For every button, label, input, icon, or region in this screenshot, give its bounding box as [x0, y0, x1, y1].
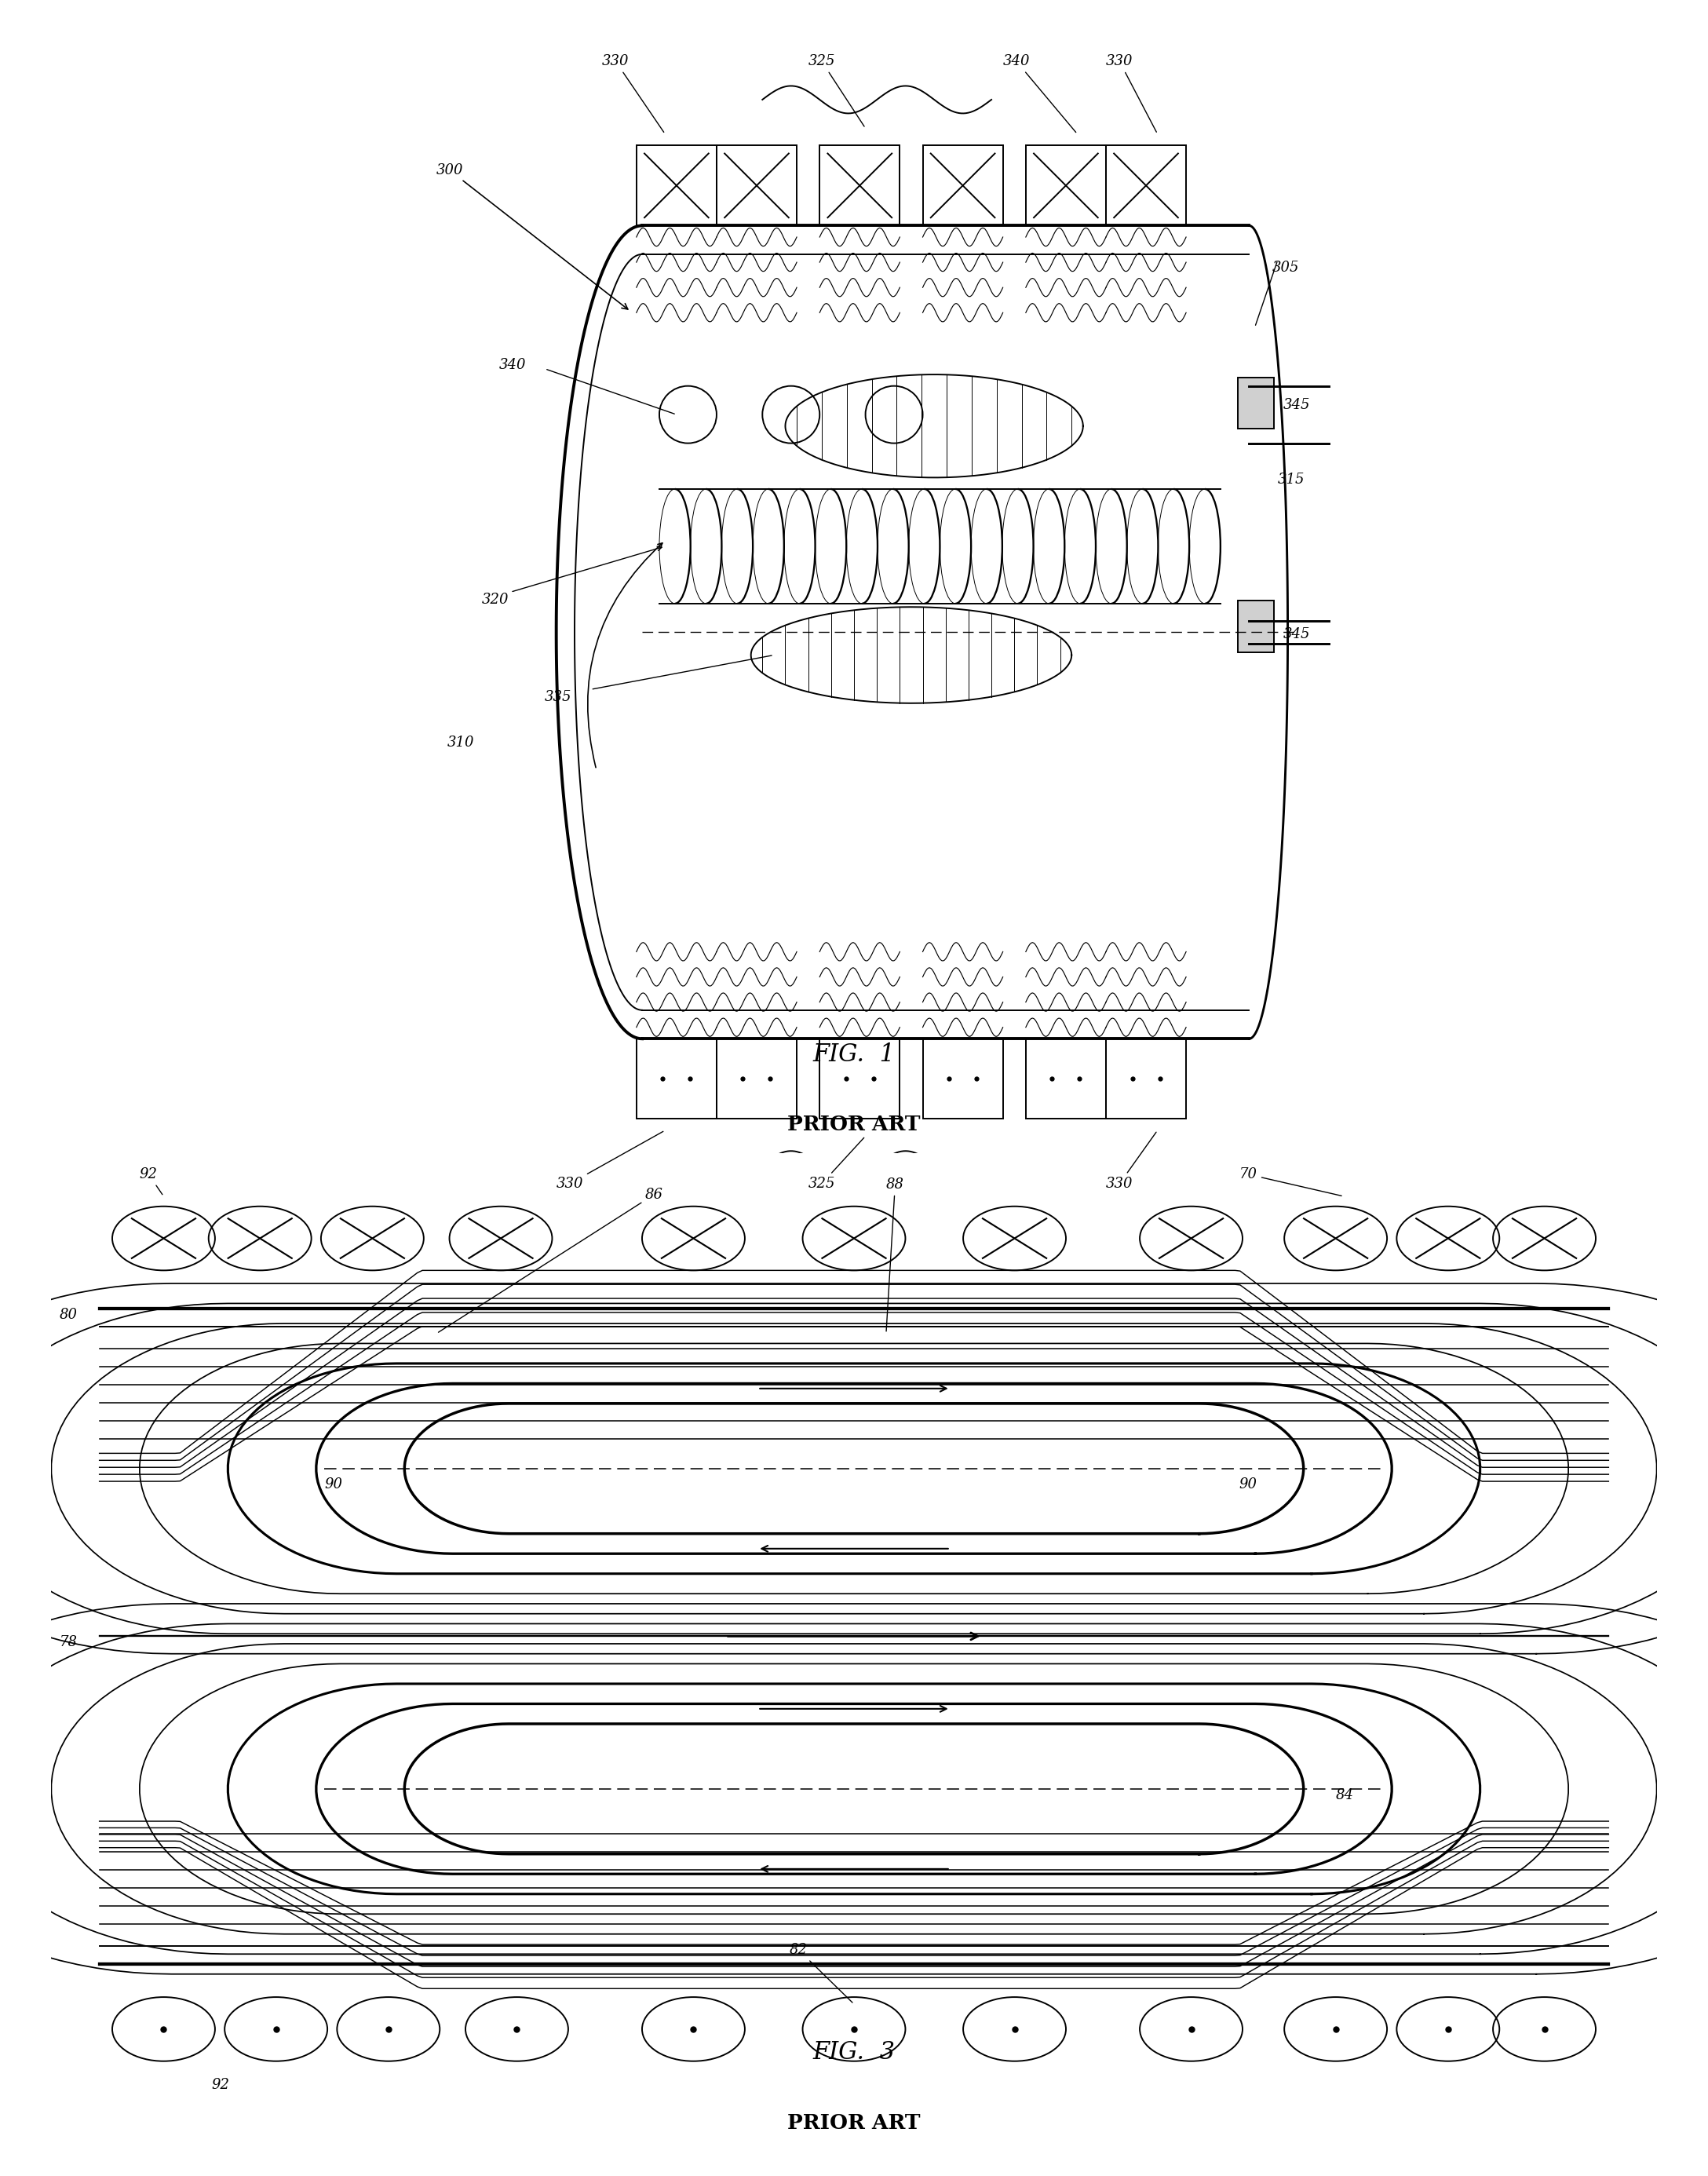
Text: 325: 325	[808, 1138, 864, 1190]
Bar	[820, 146, 900, 226]
Text: 80: 80	[60, 1308, 77, 1321]
Bar	[637, 1038, 717, 1118]
Bar	[1027, 146, 1107, 226]
Text: 340: 340	[499, 357, 526, 372]
Bar	[637, 146, 717, 226]
Text: 305: 305	[1272, 261, 1300, 274]
Text: 315: 315	[1278, 472, 1305, 487]
Bar	[1107, 146, 1185, 226]
Text: 310: 310	[447, 735, 475, 751]
Text: 325: 325	[808, 54, 864, 126]
Text: 330: 330	[1107, 54, 1156, 133]
Text: 88: 88	[886, 1177, 904, 1332]
Text: 335: 335	[545, 690, 572, 705]
Text: PRIOR ART: PRIOR ART	[787, 2113, 921, 2132]
Text: FIG.  1: FIG. 1	[813, 1042, 895, 1066]
Text: 330: 330	[601, 54, 664, 133]
Text: 82: 82	[789, 1943, 852, 2002]
Bar	[717, 146, 796, 226]
Bar	[922, 1038, 1003, 1118]
Text: FIG.  3: FIG. 3	[813, 2041, 895, 2065]
Bar	[717, 1038, 796, 1118]
Text: 84: 84	[1336, 1789, 1354, 1802]
Bar	[1027, 1038, 1107, 1118]
Text: 92: 92	[140, 1166, 162, 1195]
Text: 86: 86	[439, 1188, 663, 1332]
Text: PRIOR ART: PRIOR ART	[787, 1114, 921, 1134]
Text: 90: 90	[325, 1478, 342, 1493]
Bar	[1238, 376, 1274, 429]
Text: 330: 330	[1107, 1132, 1156, 1190]
Text: 78: 78	[60, 1634, 77, 1649]
Text: 345: 345	[1283, 398, 1310, 411]
Bar	[820, 1038, 900, 1118]
Bar	[1107, 1038, 1185, 1118]
Text: 320: 320	[482, 592, 509, 607]
Text: 92: 92	[212, 2078, 231, 2093]
Text: 345: 345	[1283, 627, 1310, 642]
Text: 90: 90	[1240, 1478, 1257, 1493]
Bar	[1238, 601, 1274, 653]
Text: 70: 70	[1240, 1166, 1341, 1197]
Text: 300: 300	[436, 163, 629, 309]
Text: 330: 330	[557, 1132, 663, 1190]
Bar	[922, 146, 1003, 226]
Text: 340: 340	[1003, 54, 1076, 133]
